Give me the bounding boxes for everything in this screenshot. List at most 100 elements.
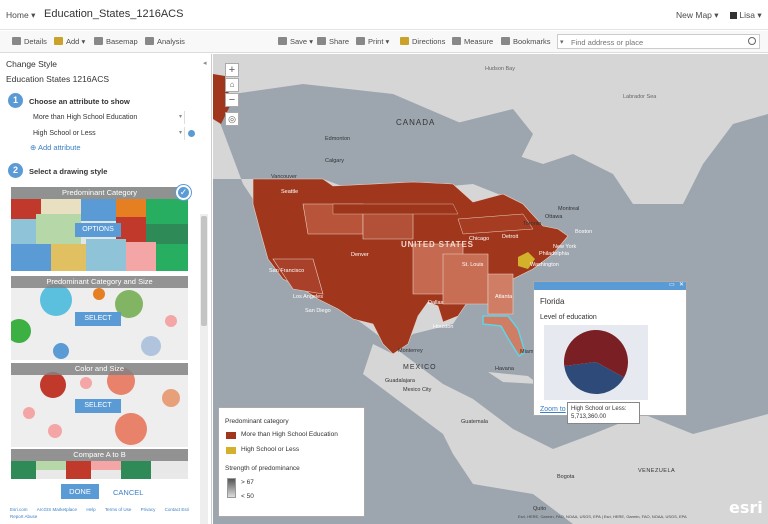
avatar[interactable] [730,12,737,19]
footer-link[interactable]: Privacy [140,507,156,512]
map-label-hudson-bay: Hudson Bay [485,66,515,72]
plus-icon: ⊕ [30,143,37,152]
scrollbar-thumb[interactable] [201,216,207,326]
search-box[interactable]: ▾ [557,34,760,49]
locate-icon[interactable]: ◎ [225,112,239,126]
footer-link[interactable]: Contact Esri [164,507,190,512]
popup-title: Florida [540,297,565,306]
bookmarks-button[interactable]: Bookmarks [501,37,551,46]
change-style-panel: Change Style ◂ Education States 1216ACS … [0,54,212,524]
search-icon[interactable] [748,37,756,45]
add-icon [54,37,63,45]
new-map-label[interactable]: New Map [676,10,712,20]
style-card-predominant-category[interactable]: Predominant Category OPTIONS [11,187,188,271]
esri-logo: esri [729,498,763,517]
zoom-out-button[interactable]: − [225,93,239,107]
select-button[interactable]: SELECT [75,312,121,326]
directions-button[interactable]: Directions [400,37,445,46]
maximize-icon[interactable]: ▭ [669,282,675,288]
add-attribute-link[interactable]: ⊕ Add attribute [30,143,81,152]
user-menu[interactable]: Lisa ▾ [730,10,762,21]
pie-slice-high-school-or-less[interactable] [564,362,625,394]
map-label-monterrey: Monterrey [398,348,423,354]
collapse-icon[interactable]: ◂ [203,60,207,67]
options-button[interactable]: OPTIONS [75,223,121,237]
zoom-in-button[interactable]: + [225,63,239,77]
map-view[interactable]: CANADA UNITED STATES Hudson Bay Labrador… [213,54,768,524]
measure-button[interactable]: Measure [452,37,493,46]
attribute-1-value: More than High School Education [33,114,138,121]
panel-title: Change Style [6,59,58,69]
new-map-menu[interactable]: New Map ▾ [676,10,719,21]
chevron-down-icon[interactable]: ▾ [31,10,36,20]
panel-scrollbar[interactable] [200,214,208,524]
remove-attribute-icon[interactable] [188,130,195,137]
save-icon [278,37,287,45]
pie-slice-more-than-high-school[interactable] [564,330,628,378]
step-1-badge: 1 [8,93,23,108]
chevron-down-icon[interactable]: ▾ [560,39,564,46]
chevron-down-icon[interactable]: ▾ [714,10,719,20]
add-button[interactable]: Add ▾ [54,37,85,46]
map-label-montreal: Montreal [558,206,580,212]
analysis-button[interactable]: Analysis [145,37,185,46]
attribute-select-2[interactable]: High School or Less ▾ [29,127,185,140]
map-label-san-francisco: San Francisco [269,268,305,274]
home-icon[interactable]: ⌂ [225,78,239,92]
map-title: Education_States_1216ACS [44,8,184,20]
chevron-down-icon[interactable]: ▾ [178,130,182,136]
footer-link[interactable]: ArcGIS Marketplace [36,507,78,512]
pie-chart [564,330,628,394]
add-attribute-label: Add attribute [37,143,81,152]
style-card-compare-a-to-b[interactable]: Compare A to B [11,449,188,479]
footer-link[interactable]: Help [86,507,96,512]
home-menu[interactable]: Home ▾ [6,10,35,21]
select-button[interactable]: SELECT [75,399,121,413]
details-icon [12,37,21,45]
legend-item-1: More than High School Education [241,431,338,438]
zoom-to-link[interactable]: Zoom to [540,406,566,413]
directions-icon [400,37,409,45]
popup-header: ▭ ✕ [534,282,686,290]
map-label-dallas: Dallas [428,300,444,306]
chevron-down-icon[interactable]: ▾ [178,114,182,120]
done-button[interactable]: DONE [61,484,99,499]
footer-link[interactable]: Report Abuse [10,514,38,519]
search-input[interactable] [571,36,741,48]
map-label-chicago: Chicago [469,236,490,242]
style-card-title: Predominant Category and Size [11,276,188,288]
map-label-canada: CANADA [396,118,436,127]
save-label: Save [290,37,308,46]
details-button[interactable]: Details [12,37,47,46]
attribute-select-1[interactable]: More than High School Education ▾ [29,111,185,124]
directions-label: Directions [412,37,446,46]
print-button[interactable]: Print ▾ [356,37,389,46]
predominant-category-preview [11,199,188,271]
basemap-button[interactable]: Basemap [94,37,138,46]
map-label-toronto: Toronto [523,221,542,227]
map-label-labrador-sea: Labrador Sea [623,94,657,100]
chart-tooltip: High School or Less: 5,713,360.00 [567,402,640,424]
close-icon[interactable]: ✕ [679,282,685,288]
map-label-san-diego: San Diego [305,308,331,314]
save-button[interactable]: Save ▾ [278,37,313,46]
chevron-down-icon[interactable]: ▾ [757,10,762,20]
style-card-color-and-size[interactable]: Color and Size SELECT [11,363,188,447]
user-name[interactable]: Lisa [739,10,755,20]
map-label-los-angeles: Los Angeles [293,294,323,300]
map-label-quito: Quito [533,506,547,512]
basemap [213,54,768,524]
style-card-predominant-category-and-size[interactable]: Predominant Category and Size SELECT [11,276,188,360]
attribute-2-value: High School or Less [33,130,96,137]
share-button[interactable]: Share [317,37,349,46]
analysis-label: Analysis [157,37,185,46]
footer-link[interactable]: Esri.com [10,507,28,512]
legend-title: Predominant category [225,418,289,425]
step-1-label: Choose an attribute to show [29,97,130,106]
cancel-button[interactable]: CANCEL [113,488,144,497]
layer-name: Education States 1216ACS [6,74,110,84]
home-label[interactable]: Home [6,10,29,20]
footer-link[interactable]: Terms of Use [104,507,132,512]
analysis-icon [145,37,154,45]
bookmarks-icon [501,37,510,45]
